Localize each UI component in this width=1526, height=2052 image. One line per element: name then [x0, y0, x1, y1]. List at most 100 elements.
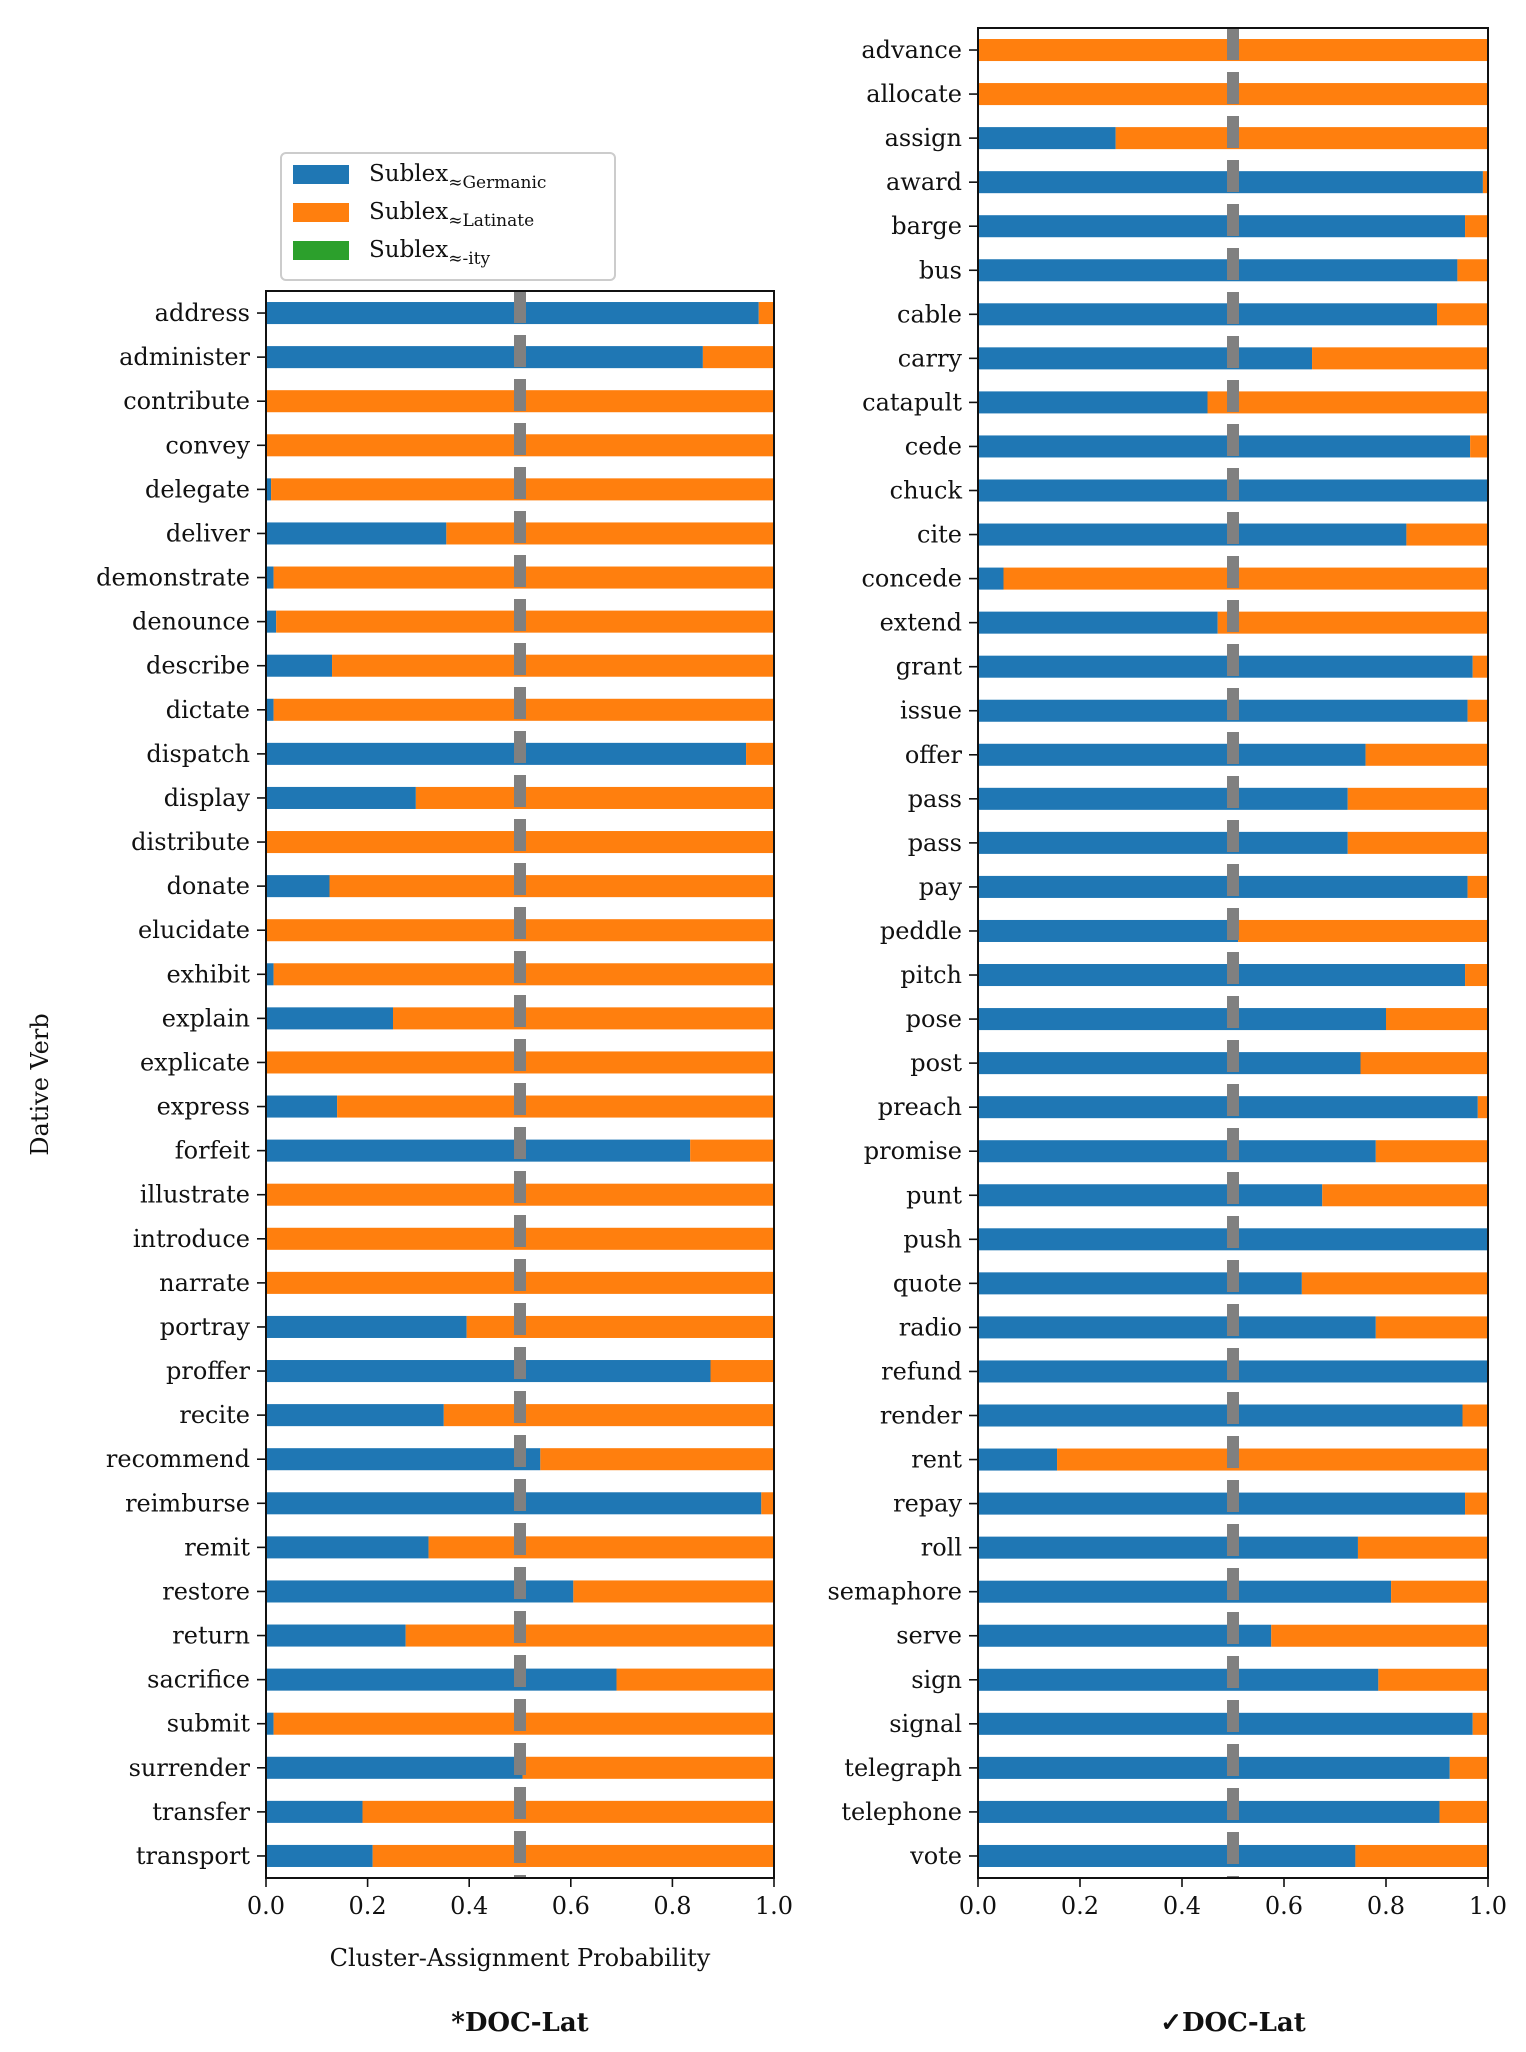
bar-latinate-promise	[1375, 1140, 1488, 1163]
bars	[978, 39, 1488, 1867]
bar-latinate-semaphore	[1391, 1580, 1488, 1603]
y-tick-label-narrate: narrate	[159, 1269, 250, 1297]
bar-latinate-award	[1482, 171, 1488, 194]
y-tick-label-demonstrate: demonstrate	[96, 564, 250, 592]
bar-latinate-transfer	[362, 1800, 774, 1823]
y-tick-label-convey: convey	[165, 431, 250, 459]
bar-latinate-proffer	[710, 1360, 774, 1383]
bar-latinate-surrender	[522, 1756, 774, 1779]
y-tick-label-grant: grant	[896, 653, 963, 681]
y-tick-label-elucidate: elucidate	[138, 916, 250, 944]
y-tick-label-peddle: peddle	[880, 917, 962, 945]
y-tick-label-denounce: denounce	[132, 608, 250, 636]
bar-latinate-pitch	[1465, 964, 1488, 987]
y-tick-label-cable: cable	[897, 300, 962, 328]
bar-latinate-render	[1462, 1404, 1488, 1427]
bar-germanic-post	[978, 1052, 1361, 1075]
bar-latinate-post	[1360, 1052, 1488, 1075]
y-tick-label-describe: describe	[146, 652, 250, 680]
y-tick-label-surrender: surrender	[129, 1754, 251, 1782]
x-tick-label-0-0: 0.0	[959, 1892, 997, 1920]
x-tick-label-0-8: 0.8	[1367, 1892, 1405, 1920]
bar-germanic-proffer	[266, 1360, 711, 1383]
bar-germanic-semaphore	[978, 1580, 1392, 1603]
bar-latinate-concede	[1003, 567, 1488, 590]
legend-label-prefix: Sublex	[369, 237, 448, 263]
y-tick-label-chuck: chuck	[890, 477, 963, 505]
y-tick-label-refund: refund	[881, 1357, 962, 1385]
y-tick-label-exhibit: exhibit	[166, 960, 250, 988]
bar-latinate-assign	[1115, 127, 1488, 150]
bar-germanic-offer	[978, 743, 1366, 766]
y-tick-label-advance: advance	[861, 36, 962, 64]
y-tick-label-barge: barge	[891, 212, 962, 240]
bar-germanic-vote	[978, 1844, 1356, 1867]
y-tick-label-distribute: distribute	[131, 828, 250, 856]
y-tick-label-deliver: deliver	[166, 519, 251, 547]
legend-swatch	[293, 241, 349, 260]
bar-germanic-return	[266, 1624, 406, 1647]
bar-latinate-roll	[1357, 1536, 1488, 1559]
bar-latinate-repay	[1465, 1492, 1488, 1515]
bar-germanic-remit	[266, 1536, 429, 1559]
bar-germanic-demonstrate	[266, 566, 274, 589]
y-tick-label-bus: bus	[919, 256, 962, 284]
bar-germanic-rent	[978, 1448, 1058, 1471]
bar-latinate-offer	[1365, 743, 1488, 766]
bar-latinate-grant	[1472, 655, 1488, 678]
y-tick-label-pitch: pitch	[900, 961, 962, 989]
y-axis-label: Dative Verb	[26, 1013, 54, 1155]
bar-germanic-radio	[978, 1316, 1376, 1339]
chart-panel-left: address administer contribute convey delegat…	[26, 290, 793, 2038]
bar-germanic-denounce	[266, 610, 277, 633]
y-tick-label-delegate: delegate	[145, 475, 250, 503]
y-tick-label-contribute: contribute	[123, 387, 250, 415]
bar-latinate-administer	[702, 346, 774, 369]
bar-latinate-serve	[1271, 1624, 1488, 1647]
bar-latinate-dispatch	[746, 742, 774, 765]
bar-latinate-punt	[1322, 1184, 1488, 1207]
bar-germanic-recite	[266, 1404, 444, 1427]
bar-latinate-recommend	[540, 1448, 774, 1471]
bar-latinate-vote	[1355, 1844, 1488, 1867]
y-tick-label-roll: roll	[921, 1534, 962, 1562]
bar-germanic-extend	[978, 611, 1218, 634]
bar-germanic-reimburse	[266, 1492, 762, 1515]
y-tick-label-sacrifice: sacrifice	[147, 1666, 250, 1694]
bar-germanic-administer	[266, 346, 703, 369]
bar-germanic-catapult	[978, 391, 1208, 414]
bar-latinate-sign	[1378, 1668, 1488, 1691]
bar-latinate-quote	[1301, 1272, 1488, 1295]
y-tick-label-donate: donate	[167, 872, 250, 900]
bar-germanic-restore	[266, 1580, 574, 1603]
bar-germanic-dispatch	[266, 742, 747, 765]
y-tick-label-express: express	[157, 1093, 250, 1121]
bar-germanic-telephone	[978, 1800, 1440, 1823]
bar-germanic-issue	[978, 699, 1468, 722]
bar-latinate-radio	[1375, 1316, 1488, 1339]
y-tick-label-cite: cite	[917, 521, 962, 549]
bar-germanic-assign	[978, 127, 1116, 150]
legend-label-prefix: Sublex	[369, 161, 448, 187]
legend: Sublex≈GermanicSublex≈LatinateSublex≈-it…	[280, 152, 616, 281]
y-tick-label-assign: assign	[885, 124, 962, 152]
plot-frame	[265, 290, 775, 1879]
y-tick-label-issue: issue	[900, 697, 962, 725]
panel-caption: ✓DOC-Lat	[1160, 2008, 1306, 2038]
x-tick-label-0-6: 0.6	[552, 1892, 590, 1920]
bar-germanic-forfeit	[266, 1139, 691, 1162]
y-tick-label-explicate: explicate	[140, 1048, 250, 1076]
panel-caption: *DOC-Lat	[451, 2008, 588, 2038]
plot-frame	[977, 27, 1489, 1879]
bar-germanic-repay	[978, 1492, 1466, 1515]
bar-germanic-sacrifice	[266, 1668, 617, 1691]
bar-latinate-pay	[1467, 875, 1488, 898]
bar-germanic-portray	[266, 1315, 467, 1338]
chart-panel-right: advance allocate assign award barge bus cable c…	[827, 27, 1507, 2038]
legend-box	[280, 152, 616, 281]
bar-germanic-donate	[266, 875, 330, 898]
bar-latinate-pass	[1347, 787, 1488, 810]
x-tick-label-0-8: 0.8	[653, 1892, 691, 1920]
y-tick-label-proffer: proffer	[166, 1357, 251, 1385]
y-tick-label-pay: pay	[919, 873, 963, 901]
